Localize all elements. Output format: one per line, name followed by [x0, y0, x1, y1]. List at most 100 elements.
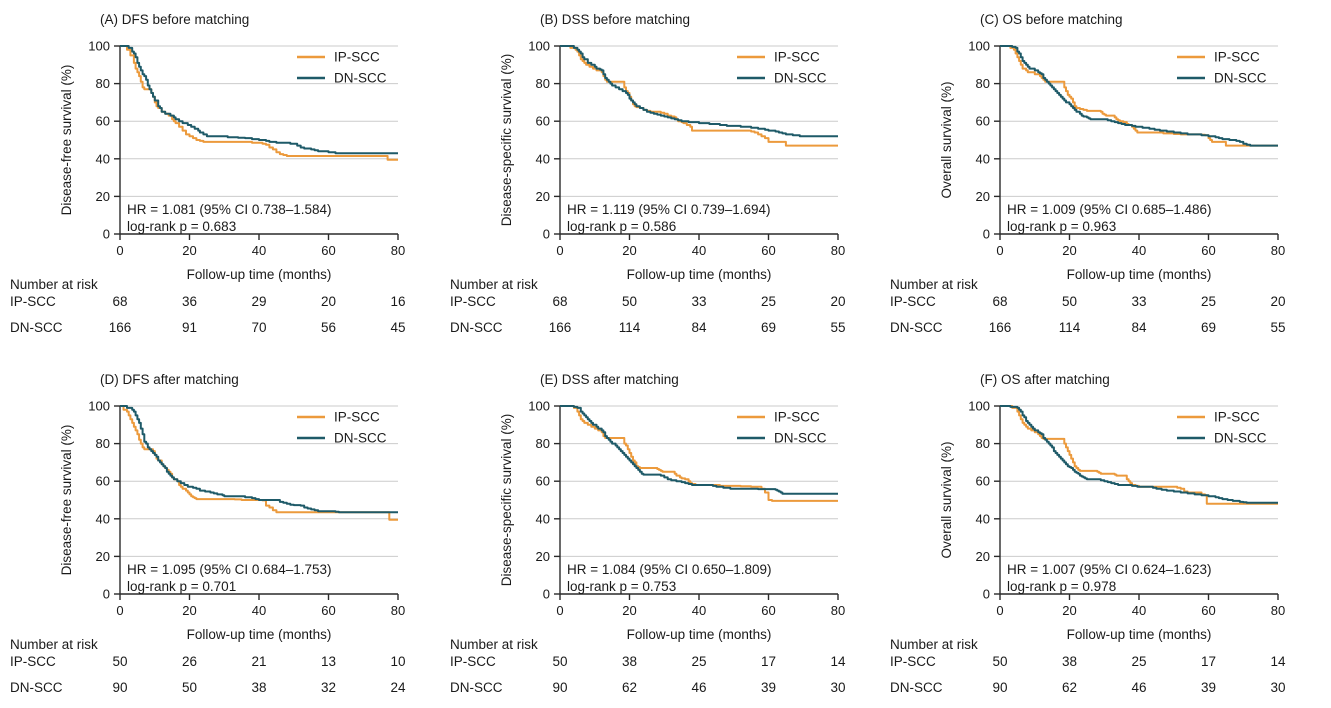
risk-value: 55	[1270, 320, 1285, 335]
x-tick-label: 80	[391, 603, 405, 618]
risk-value: 39	[761, 680, 776, 695]
x-tick-label: 80	[831, 603, 845, 618]
risk-value: 20	[830, 294, 845, 309]
x-tick-label: 40	[1132, 243, 1146, 258]
risk-value: 38	[251, 680, 266, 695]
y-tick-label: 40	[976, 511, 990, 526]
panel-title: (B) DSS before matching	[540, 12, 690, 27]
x-axis-label: Follow-up time (months)	[187, 267, 332, 282]
risk-value: 50	[992, 654, 1007, 669]
x-tick-label: 40	[692, 243, 706, 258]
risk-value: 90	[112, 680, 127, 695]
panel-title: (E) DSS after matching	[540, 372, 679, 387]
y-tick-label: 80	[96, 436, 110, 451]
risk-value: 33	[1131, 294, 1146, 309]
risk-value: 33	[691, 294, 706, 309]
x-tick-label: 60	[321, 243, 335, 258]
risk-value: 56	[321, 320, 336, 335]
y-tick-label: 100	[968, 39, 990, 54]
risk-value: 17	[1201, 654, 1216, 669]
hr-annotation-line2: log-rank p = 0.963	[1007, 219, 1116, 234]
panel-plot: (D) DFS after matching 0 20 40 60 80 100 0 20 40 6…	[10, 372, 406, 695]
y-tick-label: 80	[976, 76, 990, 91]
y-tick-label: 0	[543, 587, 550, 602]
y-axis-label: Disease-free survival (%)	[59, 65, 74, 216]
x-tick-label: 20	[622, 243, 636, 258]
panel-title: (F) OS after matching	[980, 372, 1110, 387]
panel-plot: (A) DFS before matching 0 20 40 60 80 100 0 20 40…	[10, 12, 406, 335]
risk-value: 166	[989, 320, 1012, 335]
risk-value: 21	[251, 654, 266, 669]
x-tick-label: 80	[1271, 243, 1285, 258]
x-tick-label: 20	[182, 603, 196, 618]
risk-value: 50	[552, 654, 567, 669]
y-tick-label: 20	[976, 549, 990, 564]
hr-annotation-line2: log-rank p = 0.753	[567, 579, 676, 594]
risk-row-label-ip-scc: IP-SCC	[890, 294, 936, 309]
y-tick-label: 20	[976, 189, 990, 204]
risk-value: 90	[992, 680, 1007, 695]
legend-label-dn-scc: DN-SCC	[334, 71, 387, 86]
risk-value: 84	[1131, 320, 1147, 335]
panel-plot: (B) DSS before matching 0 20 40 60 80 100 0 20 40…	[450, 12, 846, 335]
risk-value: 30	[830, 680, 845, 695]
x-tick-label: 60	[321, 603, 335, 618]
y-tick-label: 80	[96, 76, 110, 91]
risk-value: 10	[390, 654, 405, 669]
y-axis-label: Disease-specific survival (%)	[499, 414, 514, 587]
hr-annotation-line2: log-rank p = 0.978	[1007, 579, 1116, 594]
risk-value: 38	[1062, 654, 1077, 669]
y-tick-label: 0	[983, 227, 990, 242]
hr-annotation-line1: HR = 1.081 (95% CI 0.738–1.584)	[127, 202, 332, 217]
panel-title: (A) DFS before matching	[100, 12, 249, 27]
y-axis-label: Overall survival (%)	[939, 81, 954, 198]
risk-row-label-ip-scc: IP-SCC	[450, 294, 496, 309]
y-tick-label: 20	[536, 549, 550, 564]
x-axis-label: Follow-up time (months)	[627, 267, 772, 282]
risk-value: 14	[830, 654, 846, 669]
x-tick-label: 20	[622, 603, 636, 618]
x-axis-label: Follow-up time (months)	[627, 627, 772, 642]
panel-title: (C) OS before matching	[980, 12, 1123, 27]
risk-value: 69	[761, 320, 776, 335]
risk-value: 69	[1201, 320, 1216, 335]
legend-label-ip-scc: IP-SCC	[774, 410, 820, 425]
risk-value: 46	[691, 680, 706, 695]
x-axis-label: Follow-up time (months)	[1067, 627, 1212, 642]
y-tick-label: 40	[536, 151, 550, 166]
y-tick-label: 40	[976, 151, 990, 166]
risk-table-header: Number at risk	[10, 637, 98, 652]
legend-label-dn-scc: DN-SCC	[774, 71, 827, 86]
x-tick-label: 40	[1132, 603, 1146, 618]
risk-value: 62	[622, 680, 637, 695]
curve-dn-scc	[1000, 45, 1278, 147]
x-tick-label: 60	[761, 603, 775, 618]
risk-value: 25	[1131, 654, 1146, 669]
x-tick-label: 80	[391, 243, 405, 258]
risk-row-label-dn-scc: DN-SCC	[890, 680, 943, 695]
y-tick-label: 0	[983, 587, 990, 602]
legend-label-dn-scc: DN-SCC	[1214, 431, 1267, 446]
risk-value: 24	[390, 680, 406, 695]
risk-row-label-dn-scc: DN-SCC	[10, 680, 63, 695]
panel-f: (F) OS after matching 0 20 40 60 80 100 0 20 40 60…	[880, 360, 1323, 708]
curve-ip-scc	[120, 45, 398, 161]
risk-value: 166	[109, 320, 132, 335]
x-tick-label: 0	[996, 603, 1003, 618]
curve-dn-scc	[120, 405, 398, 514]
x-tick-label: 0	[996, 243, 1003, 258]
x-tick-label: 20	[1062, 243, 1076, 258]
risk-table-header: Number at risk	[450, 277, 538, 292]
legend-label-ip-scc: IP-SCC	[1214, 410, 1260, 425]
panel-c: (C) OS before matching 0 20 40 60 80 100 0 20 40 6…	[880, 0, 1323, 354]
x-tick-label: 0	[556, 603, 563, 618]
y-tick-label: 60	[976, 474, 990, 489]
risk-value: 26	[182, 654, 197, 669]
legend-label-dn-scc: DN-SCC	[1214, 71, 1267, 86]
risk-table-header: Number at risk	[890, 637, 978, 652]
risk-value: 30	[1270, 680, 1285, 695]
risk-value: 90	[552, 680, 567, 695]
y-tick-label: 100	[528, 399, 550, 414]
x-tick-label: 40	[692, 603, 706, 618]
